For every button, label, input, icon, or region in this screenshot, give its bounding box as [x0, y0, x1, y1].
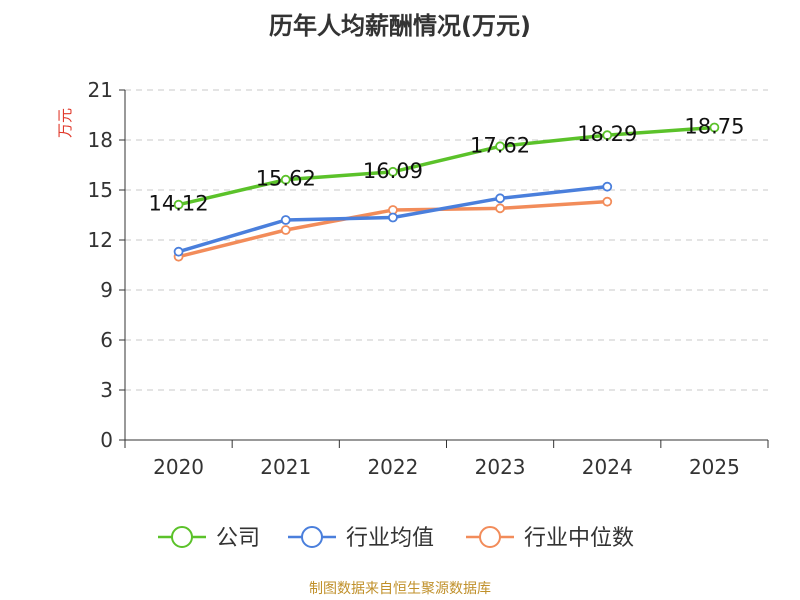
- data-label: 14.12: [149, 192, 209, 216]
- data-point: [709, 122, 720, 133]
- data-label: 17.62: [470, 133, 530, 157]
- series-lines: [173, 122, 720, 262]
- y-tick-label: 18: [88, 128, 113, 152]
- data-point: [280, 225, 291, 235]
- y-axis-title: 万元: [56, 108, 74, 138]
- data-point: [495, 141, 505, 152]
- x-tick-label: 2023: [475, 455, 526, 479]
- data-point: [495, 203, 505, 214]
- data-point: [602, 196, 613, 207]
- data-point: [173, 199, 184, 210]
- y-tick-label: 0: [100, 428, 113, 452]
- data-labels: 14.12 15.62 16.09 17.62 18.29 18.75: [149, 115, 745, 216]
- legend-label-2: 行业均值: [346, 526, 434, 551]
- y-tick-label: 15: [88, 178, 113, 202]
- gridlines: [125, 89, 768, 391]
- series-line-1: [176, 125, 717, 207]
- data-point: [280, 215, 291, 225]
- legend-marker-1: [171, 526, 193, 548]
- data-point: [388, 212, 398, 223]
- data-point: [602, 130, 613, 141]
- x-tick-label: 2022: [367, 455, 418, 479]
- legend: 公司 行业均值 行业中位数: [158, 526, 634, 551]
- x-tick-label: 2020: [153, 455, 204, 479]
- data-point: [280, 174, 291, 185]
- x-tick-label: 2021: [260, 455, 311, 479]
- data-label: 18.75: [684, 115, 744, 139]
- legend-marker-2: [301, 526, 323, 548]
- data-label: 15.62: [256, 167, 316, 191]
- x-tick-label: 2024: [582, 455, 633, 479]
- data-point: [173, 246, 184, 257]
- y-tick-label: 3: [100, 378, 113, 402]
- data-label: 18.29: [577, 122, 637, 146]
- x-tick-label: 2025: [689, 455, 740, 479]
- data-point: [388, 166, 398, 177]
- legend-label-1: 公司: [216, 526, 260, 551]
- data-point: [495, 193, 505, 204]
- axes: 0 3 6 9 12 15 18 21 2020 2021 2022 2023 2024 2025: [88, 78, 769, 479]
- legend-marker-3: [479, 526, 501, 548]
- y-tick-label: 21: [88, 78, 113, 102]
- data-label: 16.09: [363, 159, 423, 183]
- y-tick-label: 12: [88, 228, 113, 252]
- data-point: [602, 181, 613, 192]
- source-note: 制图数据来自恒生聚源数据库: [309, 581, 491, 597]
- legend-label-3: 行业中位数: [524, 526, 634, 551]
- y-tick-label: 6: [100, 328, 113, 352]
- y-tick-label: 9: [100, 278, 113, 302]
- chart-title: 历年人均薪酬情况(万元): [269, 12, 531, 40]
